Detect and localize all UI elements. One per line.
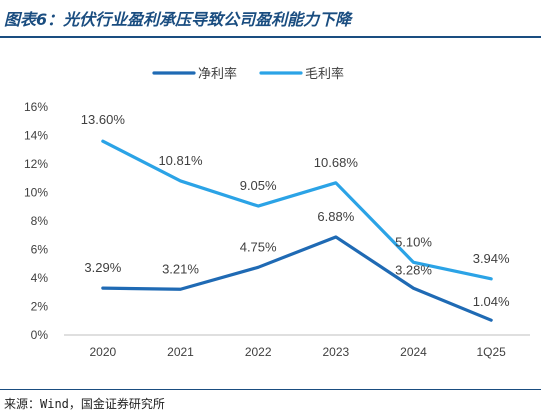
x-tick-label: 1Q25 — [476, 345, 506, 359]
series-line-2 — [101, 139, 493, 281]
y-tick-label: 2% — [31, 300, 49, 314]
y-tick-label: 4% — [31, 271, 49, 285]
x-tick-label: 2024 — [400, 345, 427, 359]
y-tick-label: 6% — [31, 243, 49, 257]
data-label: 4.75% — [240, 239, 277, 254]
data-label: 3.28% — [395, 262, 432, 277]
legend-label: 毛利率 — [305, 66, 344, 82]
line-chart: 净利率 毛利率 0%2%4%6%8%10%12%14%16% 2020 2021 20… — [24, 66, 530, 359]
x-tick-label: 2021 — [167, 345, 194, 359]
data-label: 13.60% — [81, 112, 126, 127]
y-tick-label: 12% — [24, 157, 48, 171]
data-label: 6.88% — [317, 209, 354, 224]
data-label: 10.68% — [314, 155, 359, 170]
y-tick-label: 8% — [31, 214, 49, 228]
y-tick-label: 14% — [24, 129, 48, 143]
data-label: 3.94% — [473, 251, 510, 266]
source-note: 来源：Wind，国金证券研究所 — [4, 397, 165, 411]
y-tick-label: 0% — [31, 328, 49, 342]
x-axis: 2020 2021 2022 2023 2024 1Q25 — [64, 334, 530, 359]
data-label: 1.04% — [473, 294, 510, 309]
x-tick-label: 2020 — [89, 345, 116, 359]
x-tick-label: 2022 — [245, 345, 272, 359]
legend-label: 净利率 — [198, 66, 237, 82]
y-axis: 0% 2% 4% 6% 8% 10% 12% 14% 16% — [24, 100, 48, 342]
data-label: 3.21% — [162, 261, 199, 276]
series-line-1 — [101, 235, 493, 322]
series-lines — [101, 139, 493, 322]
y-tick-label: 10% — [24, 186, 48, 200]
data-labels: 3.29% 3.21% 4.75% 6.88% 3.28% 1.04% 13.60% 10.8… — [81, 112, 510, 309]
data-label: 3.29% — [84, 260, 121, 275]
source-divider — [0, 389, 541, 390]
data-label: 5.10% — [395, 234, 432, 249]
data-label: 9.05% — [240, 178, 277, 193]
data-label: 10.81% — [158, 153, 203, 168]
figure-title: 图表6：光伏行业盈利承压导致公司盈利能力下降 — [4, 10, 352, 29]
x-tick-label: 2023 — [322, 345, 349, 359]
y-tick-label: 16% — [24, 100, 48, 114]
title-divider — [0, 36, 541, 38]
chart-legend: 净利率 毛利率 — [152, 66, 344, 82]
